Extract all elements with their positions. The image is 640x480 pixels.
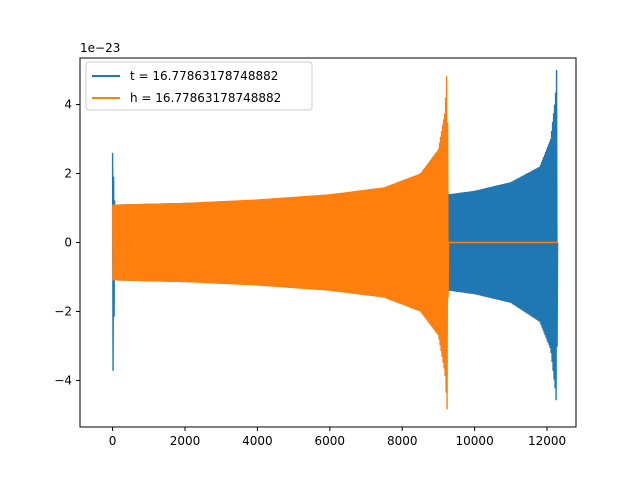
x-tick-label: 6000 (315, 434, 346, 448)
y-tick-label: 2 (64, 167, 72, 181)
x-tick-label: 4000 (242, 434, 273, 448)
y-tick-label: 0 (64, 236, 72, 250)
x-tick-label: 2000 (170, 434, 201, 448)
y-axis: −4 −2 0 2 4 (54, 98, 80, 387)
legend-label-t: t = 16.77863178748882 (130, 69, 278, 83)
legend: t = 16.77863178748882 h = 16.77863178748… (85, 61, 313, 111)
legend-box (85, 61, 313, 111)
legend-label-h: h = 16.77863178748882 (130, 91, 281, 105)
x-tick-label: 8000 (387, 434, 418, 448)
x-tick-label: 0 (109, 434, 117, 448)
y-offset-text: 1e−23 (80, 41, 120, 55)
x-axis: 0 2000 4000 6000 8000 10000 12000 (109, 427, 566, 448)
y-tick-label: −4 (54, 373, 72, 387)
x-tick-label: 10000 (456, 434, 494, 448)
y-tick-label: −2 (54, 304, 72, 318)
plot-area (111, 70, 559, 410)
series-h-line (111, 76, 558, 410)
x-tick-label: 12000 (528, 434, 566, 448)
y-tick-label: 4 (64, 98, 72, 112)
